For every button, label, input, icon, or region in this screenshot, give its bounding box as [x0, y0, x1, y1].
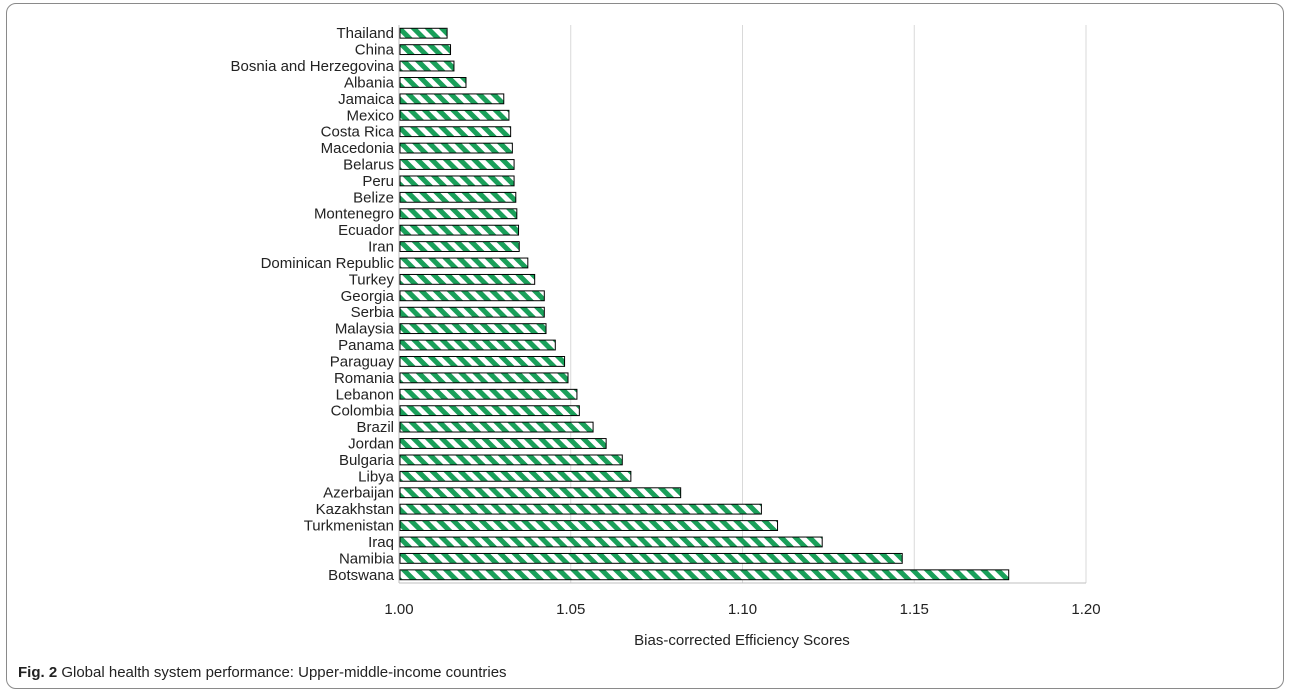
category-label: Turkey — [349, 271, 395, 288]
bar-turkey — [399, 273, 536, 285]
category-label: Turkmenistan — [304, 518, 394, 535]
category-label: Thailand — [336, 25, 394, 42]
category-label: Lebanon — [336, 386, 394, 403]
bar-jamaica — [399, 93, 505, 105]
category-label: Belarus — [343, 157, 394, 174]
category-label: Mexico — [346, 107, 394, 124]
bar-panama — [399, 339, 556, 351]
bar-azerbaijan — [399, 487, 682, 499]
bar-iran — [399, 241, 520, 252]
x-tick-label: 1.20 — [1071, 601, 1100, 618]
bar-costa-rica — [399, 126, 512, 138]
bar-mexico — [399, 109, 510, 121]
category-label: Malaysia — [335, 321, 395, 338]
category-label: Macedonia — [321, 140, 395, 157]
category-label: Kazakhstan — [316, 501, 394, 518]
category-label: Dominican Republic — [261, 255, 395, 272]
bar-montenegro — [399, 208, 518, 220]
bar-belarus — [399, 159, 515, 170]
x-tick-label: 1.10 — [728, 601, 757, 618]
figure-caption: Fig. 2 Global health system performance:… — [18, 664, 507, 681]
category-label: Ecuador — [338, 222, 394, 239]
x-tick-labels: 1.00 1.05 1.10 1.15 1.20 — [384, 601, 1100, 618]
category-label: Libya — [358, 468, 395, 485]
category-label: Serbia — [351, 304, 395, 321]
category-label: Romania — [334, 370, 395, 387]
category-label: Belize — [353, 189, 394, 206]
category-label: Jordan — [348, 436, 394, 453]
figure-number: Fig. 2 — [18, 664, 58, 681]
bar-bulgaria — [399, 454, 623, 466]
figure-caption-text: Global health system performance: Upper-… — [57, 664, 507, 681]
category-label: Albania — [344, 74, 395, 91]
category-label: Bulgaria — [339, 452, 395, 469]
x-tick-label: 1.15 — [900, 601, 929, 618]
category-label: China — [355, 42, 395, 59]
bar-malaysia — [399, 323, 547, 335]
category-label: Peru — [362, 173, 394, 190]
category-label: Azerbaijan — [323, 485, 394, 502]
category-label: Botswana — [328, 567, 395, 584]
bar-kazakhstan — [399, 503, 762, 515]
x-axis-label: Bias-corrected Efficiency Scores — [634, 632, 850, 649]
bar-belize — [399, 191, 517, 203]
category-label: Colombia — [331, 403, 395, 420]
bar-botswana — [399, 569, 1010, 581]
category-label: Jamaica — [338, 91, 395, 108]
category-label: Brazil — [356, 419, 394, 436]
category-label: Panama — [338, 337, 395, 354]
bar-paraguay — [399, 356, 566, 367]
category-label: Iraq — [368, 534, 394, 551]
bar-bosnia-and-herzegovina — [399, 60, 455, 72]
bar-jordan — [399, 438, 607, 449]
bar-colombia — [399, 405, 580, 417]
category-label: Bosnia and Herzegovina — [231, 58, 395, 75]
bar-turkmenistan — [399, 520, 779, 531]
bar-peru — [399, 175, 515, 187]
figure-frame — [6, 3, 1284, 689]
bar-albania — [399, 77, 467, 88]
bar-iraq — [399, 536, 823, 548]
category-label: Iran — [368, 239, 394, 256]
bar-georgia — [399, 290, 545, 302]
bar-ecuador — [399, 224, 520, 236]
bar-namibia — [399, 552, 903, 564]
category-label: Georgia — [341, 288, 395, 305]
bar-thailand — [399, 27, 448, 39]
x-tick-label: 1.00 — [384, 601, 413, 618]
bar-dominican-republic — [399, 257, 529, 269]
category-label: Paraguay — [330, 353, 395, 370]
bar-macedonia — [399, 142, 513, 154]
bar-china — [399, 44, 452, 56]
bar-libya — [399, 470, 632, 482]
category-label: Montenegro — [314, 206, 394, 223]
bar-romania — [399, 372, 569, 384]
category-label: Namibia — [339, 550, 395, 567]
x-tick-label: 1.05 — [556, 601, 585, 618]
category-label: Costa Rica — [321, 124, 395, 141]
bar-brazil — [399, 421, 594, 433]
grid-lines — [398, 25, 1087, 584]
bar-serbia — [399, 306, 545, 318]
bars — [399, 27, 1010, 581]
bar-lebanon — [399, 388, 578, 400]
